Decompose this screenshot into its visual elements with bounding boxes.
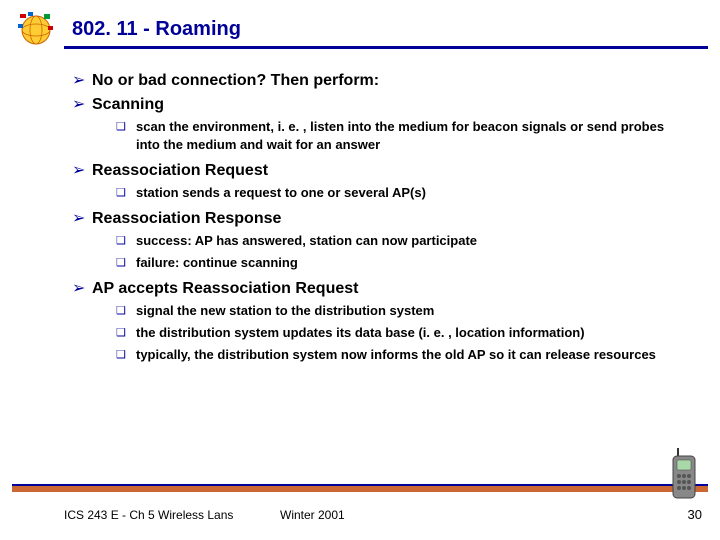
square-bullet-icon: ❑ [116,324,136,342]
arrow-bullet-icon: ➢ [72,208,92,230]
list-subitem-text: typically, the distribution system now i… [136,346,656,364]
square-bullet-icon: ❑ [116,184,136,202]
list-subitem-text: the distribution system updates its data… [136,324,585,342]
footer-mid: Winter 2001 [280,508,345,522]
arrow-bullet-icon: ➢ [72,70,92,92]
list-item-text: Reassociation Request [92,160,268,182]
list-item: ➢ Reassociation Response [72,208,690,230]
square-bullet-icon: ❑ [116,302,136,320]
list-subitem-text: scan the environment, i. e. , listen int… [136,118,690,154]
list-subitem: ❑ failure: continue scanning [116,254,690,272]
list-subitem: ❑ scan the environment, i. e. , listen i… [116,118,690,154]
slide-title: 802. 11 - Roaming [72,18,241,41]
title-underline [64,46,708,49]
list-subitem-text: station sends a request to one or severa… [136,184,426,202]
list-subitem: ❑ station sends a request to one or seve… [116,184,690,202]
arrow-bullet-icon: ➢ [72,160,92,182]
mobile-phone-icon [670,448,698,500]
list-item-text: AP accepts Reassociation Request [92,278,358,300]
list-item: ➢ Scanning [72,94,690,116]
list-item: ➢ AP accepts Reassociation Request [72,278,690,300]
page-number: 30 [688,507,702,522]
slide-content: ➢ No or bad connection? Then perform: ➢ … [72,70,690,368]
square-bullet-icon: ❑ [116,254,136,272]
square-bullet-icon: ❑ [116,118,136,154]
square-bullet-icon: ❑ [116,232,136,250]
list-subitem-text: failure: continue scanning [136,254,298,272]
arrow-bullet-icon: ➢ [72,94,92,116]
list-subitem: ❑ success: AP has answered, station can … [116,232,690,250]
arrow-bullet-icon: ➢ [72,278,92,300]
list-item-text: No or bad connection? Then perform: [92,70,379,92]
list-item: ➢ Reassociation Request [72,160,690,182]
square-bullet-icon: ❑ [116,346,136,364]
footer-bar [12,484,708,492]
list-item: ➢ No or bad connection? Then perform: [72,70,690,92]
list-subitem-text: signal the new station to the distributi… [136,302,434,320]
list-subitem: ❑ signal the new station to the distribu… [116,302,690,320]
list-subitem-text: success: AP has answered, station can no… [136,232,477,250]
list-item-text: Scanning [92,94,164,116]
globe-logo-icon [14,8,58,48]
list-item-text: Reassociation Response [92,208,281,230]
footer-left: ICS 243 E - Ch 5 Wireless Lans [64,508,233,522]
list-subitem: ❑ the distribution system updates its da… [116,324,690,342]
slide-header: 802. 11 - Roaming [0,0,720,48]
list-subitem: ❑ typically, the distribution system now… [116,346,690,364]
